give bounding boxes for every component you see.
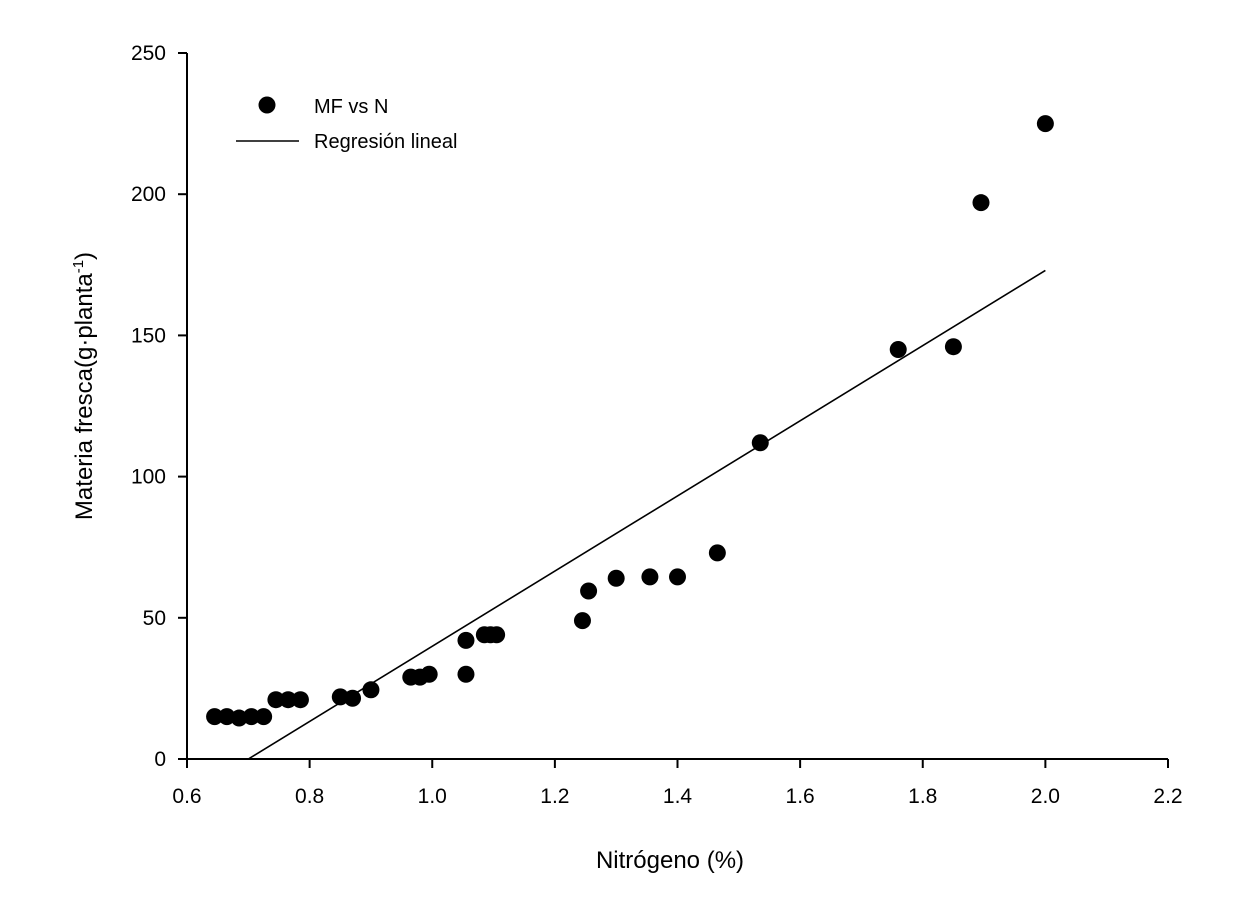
x-tick-label: 1.0 — [418, 785, 447, 808]
data-point — [573, 612, 591, 630]
data-point — [291, 691, 309, 709]
data-point — [362, 681, 380, 699]
y-tick-label: 0 — [154, 748, 166, 771]
regression-line — [247, 269, 1046, 760]
x-tick-label: 1.8 — [908, 785, 937, 808]
data-point — [488, 626, 506, 644]
data-point — [669, 568, 686, 586]
data-point — [944, 338, 962, 356]
data-point — [972, 194, 990, 212]
data-point — [230, 709, 248, 727]
y-axis-ticks: 0 50 100 150 200 250 — [131, 42, 187, 771]
x-axis-ticks: 0.6 0.8 1.0 1.2 1.4 1.6 1.8 2.0 2.2 — [172, 759, 1183, 808]
x-tick-label: 2.2 — [1153, 785, 1182, 808]
data-point — [242, 708, 260, 726]
data-points — [206, 115, 1054, 727]
x-tick-label: 1.4 — [663, 785, 693, 808]
data-point — [331, 688, 349, 706]
data-point — [607, 569, 625, 587]
legend-label-line: Regresión lineal — [314, 131, 457, 153]
data-point — [279, 691, 297, 709]
data-point — [1036, 115, 1054, 133]
y-tick-label: 150 — [131, 324, 166, 347]
y-tick-label: 100 — [131, 466, 166, 489]
data-point — [889, 341, 907, 359]
x-tick-label: 1.2 — [540, 785, 569, 808]
legend-marker-scatter — [258, 96, 276, 114]
x-tick-label: 0.8 — [295, 785, 324, 808]
legend-label-scatter: MF vs N — [314, 96, 388, 118]
y-axis-title-main: Materia fresca(g·planta — [71, 273, 98, 520]
data-point — [255, 708, 273, 726]
data-point — [267, 691, 285, 709]
x-tick-label: 0.6 — [172, 785, 201, 808]
data-point — [420, 665, 438, 683]
y-tick-label: 50 — [143, 607, 166, 630]
data-point — [206, 708, 224, 726]
data-point — [580, 582, 598, 600]
x-tick-label: 1.6 — [786, 785, 815, 808]
legend: MF vs N Regresión lineal — [236, 96, 457, 153]
y-axis-title-superscript: -1 — [70, 260, 87, 273]
data-point — [708, 544, 726, 562]
y-tick-label: 200 — [131, 183, 166, 206]
y-axis-title: Materia fresca(g·planta-1) — [70, 252, 98, 520]
data-point — [218, 708, 236, 726]
data-point — [457, 665, 475, 683]
y-axis-title-close: ) — [71, 252, 98, 260]
plot-area: 0.6 0.8 1.0 1.2 1.4 1.6 1.8 2.0 2.2 0 50 100 150 200… — [131, 42, 1183, 808]
x-axis-title: Nitrógeno (%) — [596, 847, 744, 874]
y-tick-label: 250 — [131, 42, 166, 65]
data-point — [751, 434, 769, 452]
data-point — [457, 631, 475, 649]
data-point — [641, 568, 659, 586]
x-tick-label: 2.0 — [1031, 785, 1060, 808]
data-point — [344, 689, 362, 707]
